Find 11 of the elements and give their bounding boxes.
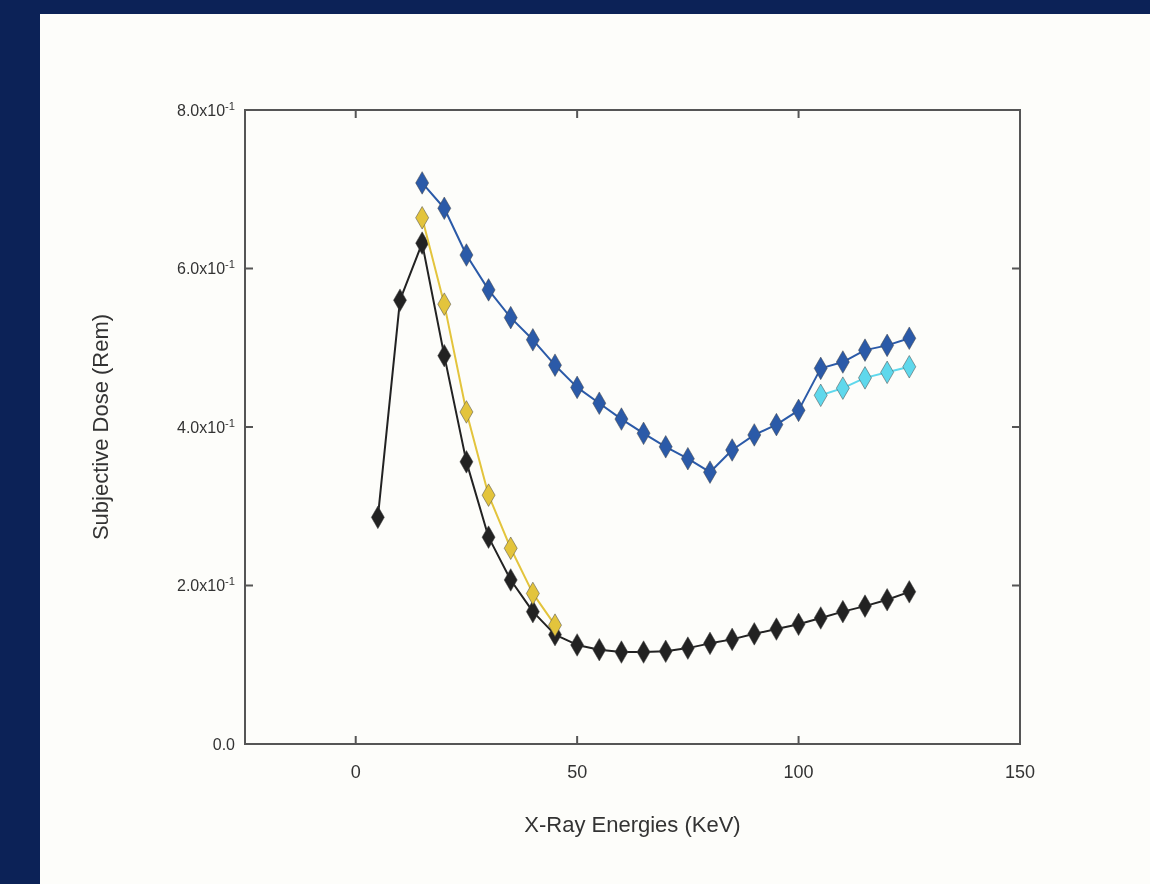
x-tick-label: 0 <box>350 762 361 782</box>
y-tick-label: 4.0x10$^{-1}$ <box>177 416 235 436</box>
y-axis-title: Subjective Dose (Rem) <box>88 313 113 541</box>
x-tick-label: 100 <box>783 762 814 782</box>
x-axis-title: X-Ray Energies (KeV) <box>524 812 741 837</box>
y-tick-label: 6.0x10$^{-1}$ <box>177 258 235 278</box>
x-tick-label: 150 <box>1004 762 1036 782</box>
y-tick-label: 8.0x10$^{-1}$ <box>177 99 235 119</box>
y-tick-label: 0.0 <box>212 735 236 753</box>
y-tick-label: 2.0x10$^{-1}$ <box>177 575 235 595</box>
x-tick-label: 50 <box>567 762 588 782</box>
